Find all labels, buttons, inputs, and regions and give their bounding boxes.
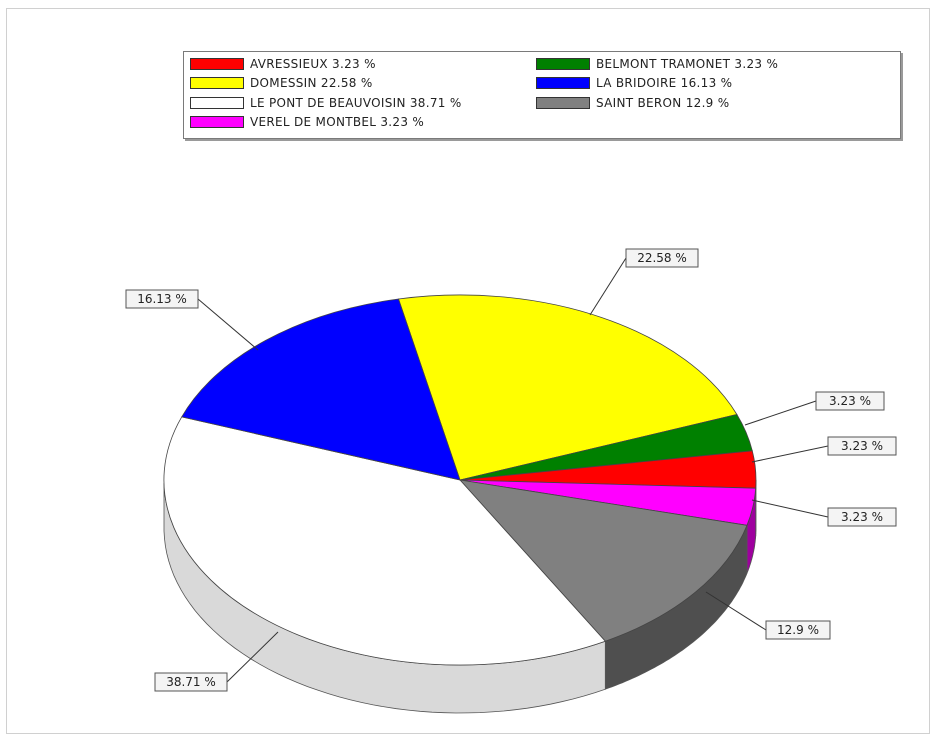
legend-swatch (190, 97, 244, 109)
callout-leader (197, 298, 259, 351)
legend-item: AVRESSIEUX 3.23 % (190, 57, 376, 71)
data-label: 12.9 % (777, 623, 819, 637)
data-label: 3.23 % (841, 439, 883, 453)
callout-box (827, 436, 897, 456)
legend-label: LE PONT DE BEAUVOISIN 38.71 % (250, 96, 462, 110)
callout-leader (751, 445, 829, 463)
callout-leader (744, 400, 817, 426)
legend-label: BELMONT TRAMONET 3.23 % (596, 57, 779, 71)
legend-swatch (536, 58, 590, 70)
pie-slice (163, 416, 606, 666)
callout-box (154, 672, 228, 692)
callout-box (815, 391, 885, 411)
legend-label: SAINT BERON 12.9 % (596, 96, 730, 110)
data-label: 22.58 % (637, 251, 687, 265)
legend-item: LE PONT DE BEAUVOISIN 38.71 % (190, 96, 462, 110)
legend-item: BELMONT TRAMONET 3.23 % (536, 57, 778, 71)
callout-leader (226, 631, 279, 683)
data-label: 3.23 % (841, 510, 883, 524)
pie-slice (458, 479, 748, 642)
legend-swatch (536, 77, 590, 89)
pie-slice (397, 294, 738, 481)
callout-leader (751, 499, 829, 518)
legend-swatch (536, 97, 590, 109)
legend-swatch (190, 77, 244, 89)
legend-swatch (190, 116, 244, 128)
legend-swatch (190, 58, 244, 70)
legend-label: VEREL DE MONTBEL 3.23 % (250, 115, 425, 129)
legend-item: SAINT BERON 12.9 % (536, 96, 729, 110)
callout-box (125, 289, 199, 309)
callout-box (827, 507, 897, 527)
legend-label: LA BRIDOIRE 16.13 % (596, 76, 733, 90)
callout-box (765, 620, 831, 640)
chart-legend: AVRESSIEUX 3.23 % BELMONT TRAMONET 3.23 %… (183, 51, 901, 139)
legend-item: LA BRIDOIRE 16.13 % (536, 76, 732, 90)
data-label: 16.13 % (137, 292, 187, 306)
legend-item: VEREL DE MONTBEL 3.23 % (190, 115, 424, 129)
pie-slice (181, 298, 461, 481)
data-label: 38.71 % (166, 675, 216, 689)
callout-leader (589, 257, 627, 316)
callout-box (625, 248, 699, 268)
data-label: 3.23 % (829, 394, 871, 408)
callout-leader (705, 591, 767, 631)
legend-item: DOMESSIN 22.58 % (190, 76, 373, 90)
legend-label: AVRESSIEUX 3.23 % (250, 57, 376, 71)
legend-label: DOMESSIN 22.58 % (250, 76, 373, 90)
